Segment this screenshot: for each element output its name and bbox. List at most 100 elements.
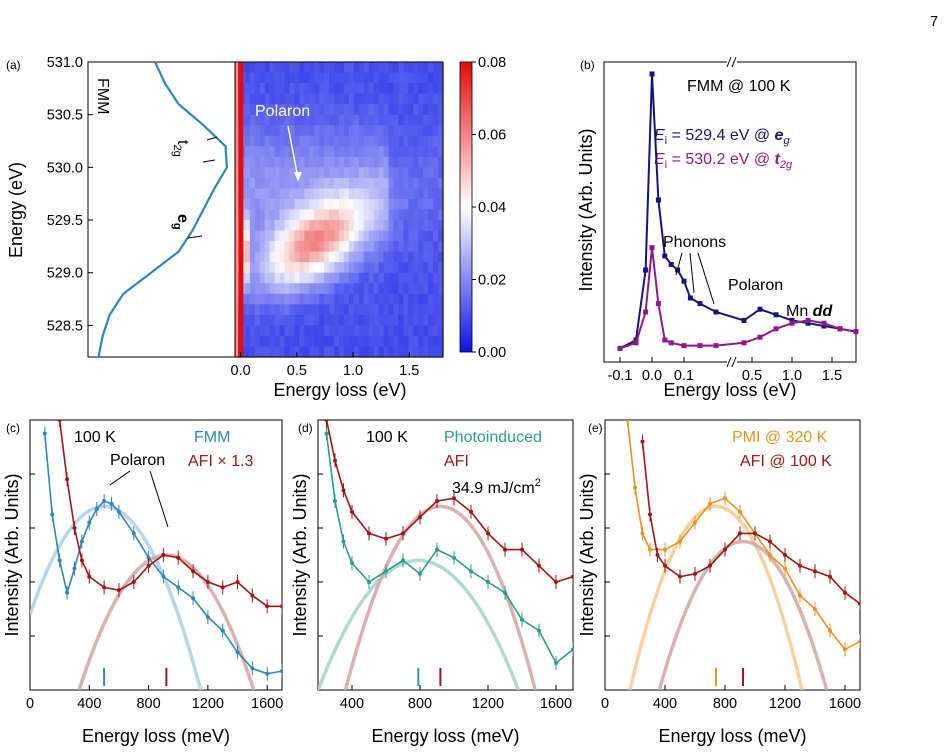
heatmap-cell <box>358 230 365 242</box>
series-point-1 <box>79 558 84 563</box>
heatmap-cell <box>279 93 286 105</box>
colorbar-tick-label: 0.08 <box>478 55 506 71</box>
heatmap-cell <box>314 93 320 105</box>
series-point-1 <box>768 539 772 544</box>
heatmap-cell <box>314 188 320 200</box>
series-point-0 <box>655 197 661 203</box>
heatmap-cell <box>373 83 380 95</box>
heatmap-cell <box>264 62 271 74</box>
heatmap-cell <box>388 104 395 116</box>
panel-a-y-ticks: 531.0 530.5 530.0 529.5 529.0 528.5 <box>47 55 93 334</box>
heatmap-cell <box>254 188 261 200</box>
heatmap-cell <box>403 262 409 274</box>
heatmap-cell <box>304 146 310 158</box>
heatmap-cell <box>433 177 439 190</box>
heatmap-cell <box>324 272 330 284</box>
heatmap-cell <box>289 314 296 326</box>
heatmap-cell <box>304 241 310 253</box>
heatmap-cell <box>269 346 276 358</box>
heatmap-cell <box>418 241 424 253</box>
heatmap-cell <box>393 125 400 137</box>
heatmap-cell <box>353 125 360 137</box>
heatmap-cell <box>388 230 395 242</box>
heatmap-cell <box>403 241 409 253</box>
heatmap-cell <box>244 251 251 263</box>
heatmap-cell <box>339 272 345 284</box>
series-point-1 <box>648 512 652 517</box>
series-point-0 <box>146 555 151 560</box>
heatmap-cell <box>373 314 380 326</box>
heatmap-cell <box>428 104 434 116</box>
heatmap-cell <box>413 198 419 211</box>
heatmap-cell <box>393 177 400 190</box>
heatmap-cell <box>249 156 256 168</box>
heatmap-cell <box>358 346 365 358</box>
heatmap-cell <box>413 114 419 126</box>
heatmap-cell <box>418 93 424 105</box>
heatmap-cell <box>339 72 345 84</box>
heatmap-cell <box>319 314 325 326</box>
heatmap-cell <box>284 198 291 211</box>
heatmap-cell <box>249 188 256 200</box>
heatmap-cell <box>373 104 380 116</box>
heatmap-cell <box>334 314 340 326</box>
heatmap-cell <box>348 156 355 168</box>
series-point-1 <box>87 574 92 579</box>
series-point-0 <box>341 539 346 544</box>
heatmap-cell <box>314 272 320 284</box>
heatmap-cell <box>329 293 335 305</box>
heatmap-cell <box>314 125 320 137</box>
heatmap-cell <box>388 188 395 200</box>
heatmap-cell <box>343 283 350 295</box>
heatmap-cell <box>358 325 365 337</box>
heatmap-cell <box>408 72 414 84</box>
heatmap-cell <box>264 230 271 242</box>
heatmap-cell <box>314 293 320 305</box>
heatmap-cell <box>358 104 365 116</box>
heatmap-cell <box>433 156 439 168</box>
series-point-0 <box>537 628 541 633</box>
heatmap-cell <box>259 241 266 253</box>
heatmap-cell <box>378 83 385 95</box>
heatmap-cell <box>324 230 330 242</box>
series-point-1 <box>571 574 573 579</box>
heatmap-cell <box>363 293 370 305</box>
heatmap-cell <box>339 62 345 74</box>
heatmap-cell <box>264 135 271 147</box>
heatmap-cell <box>373 188 380 200</box>
panel-c: (c) 100 K FMM AFI × 1.3 Polaron 0 400 800 1… <box>2 419 283 746</box>
heatmap-cell <box>284 262 291 274</box>
heatmap-cell <box>309 272 315 284</box>
heatmap-cell <box>348 346 355 358</box>
heatmap-cell <box>358 241 365 253</box>
heatmap-cell <box>329 251 335 263</box>
heatmap-cell <box>314 167 320 179</box>
heatmap-cell <box>358 251 365 263</box>
series-point-1 <box>853 329 859 335</box>
heatmap-cell <box>339 346 345 358</box>
heatmap-cell <box>279 241 286 253</box>
heatmap-cell <box>423 177 429 190</box>
heatmap-cell <box>269 62 276 74</box>
heatmap-cell <box>418 167 424 179</box>
heatmap-cell <box>264 220 271 232</box>
heatmap-cell <box>368 104 375 116</box>
heatmap-cell <box>264 167 271 179</box>
series-point-1 <box>655 301 661 307</box>
heatmap-cell <box>408 262 414 274</box>
heatmap-cell <box>388 283 395 295</box>
heatmap-cell <box>329 335 335 348</box>
heatmap-cell <box>408 146 414 158</box>
series-point-0 <box>435 547 439 552</box>
heatmap-cell <box>358 83 365 95</box>
series-point-1 <box>757 334 763 340</box>
heatmap-cell <box>403 346 409 358</box>
series-line-0 <box>626 420 860 651</box>
panel-b: (b) FMM @ 100 K Ei = 529.4 eV @ eg Ei = … <box>576 56 859 400</box>
series-point-1 <box>773 326 779 332</box>
heatmap-cell <box>408 251 414 263</box>
heatmap-cell <box>324 220 330 232</box>
heatmap-cell <box>319 293 325 305</box>
heatmap-cell <box>408 62 414 74</box>
heatmap-cell <box>254 125 261 137</box>
